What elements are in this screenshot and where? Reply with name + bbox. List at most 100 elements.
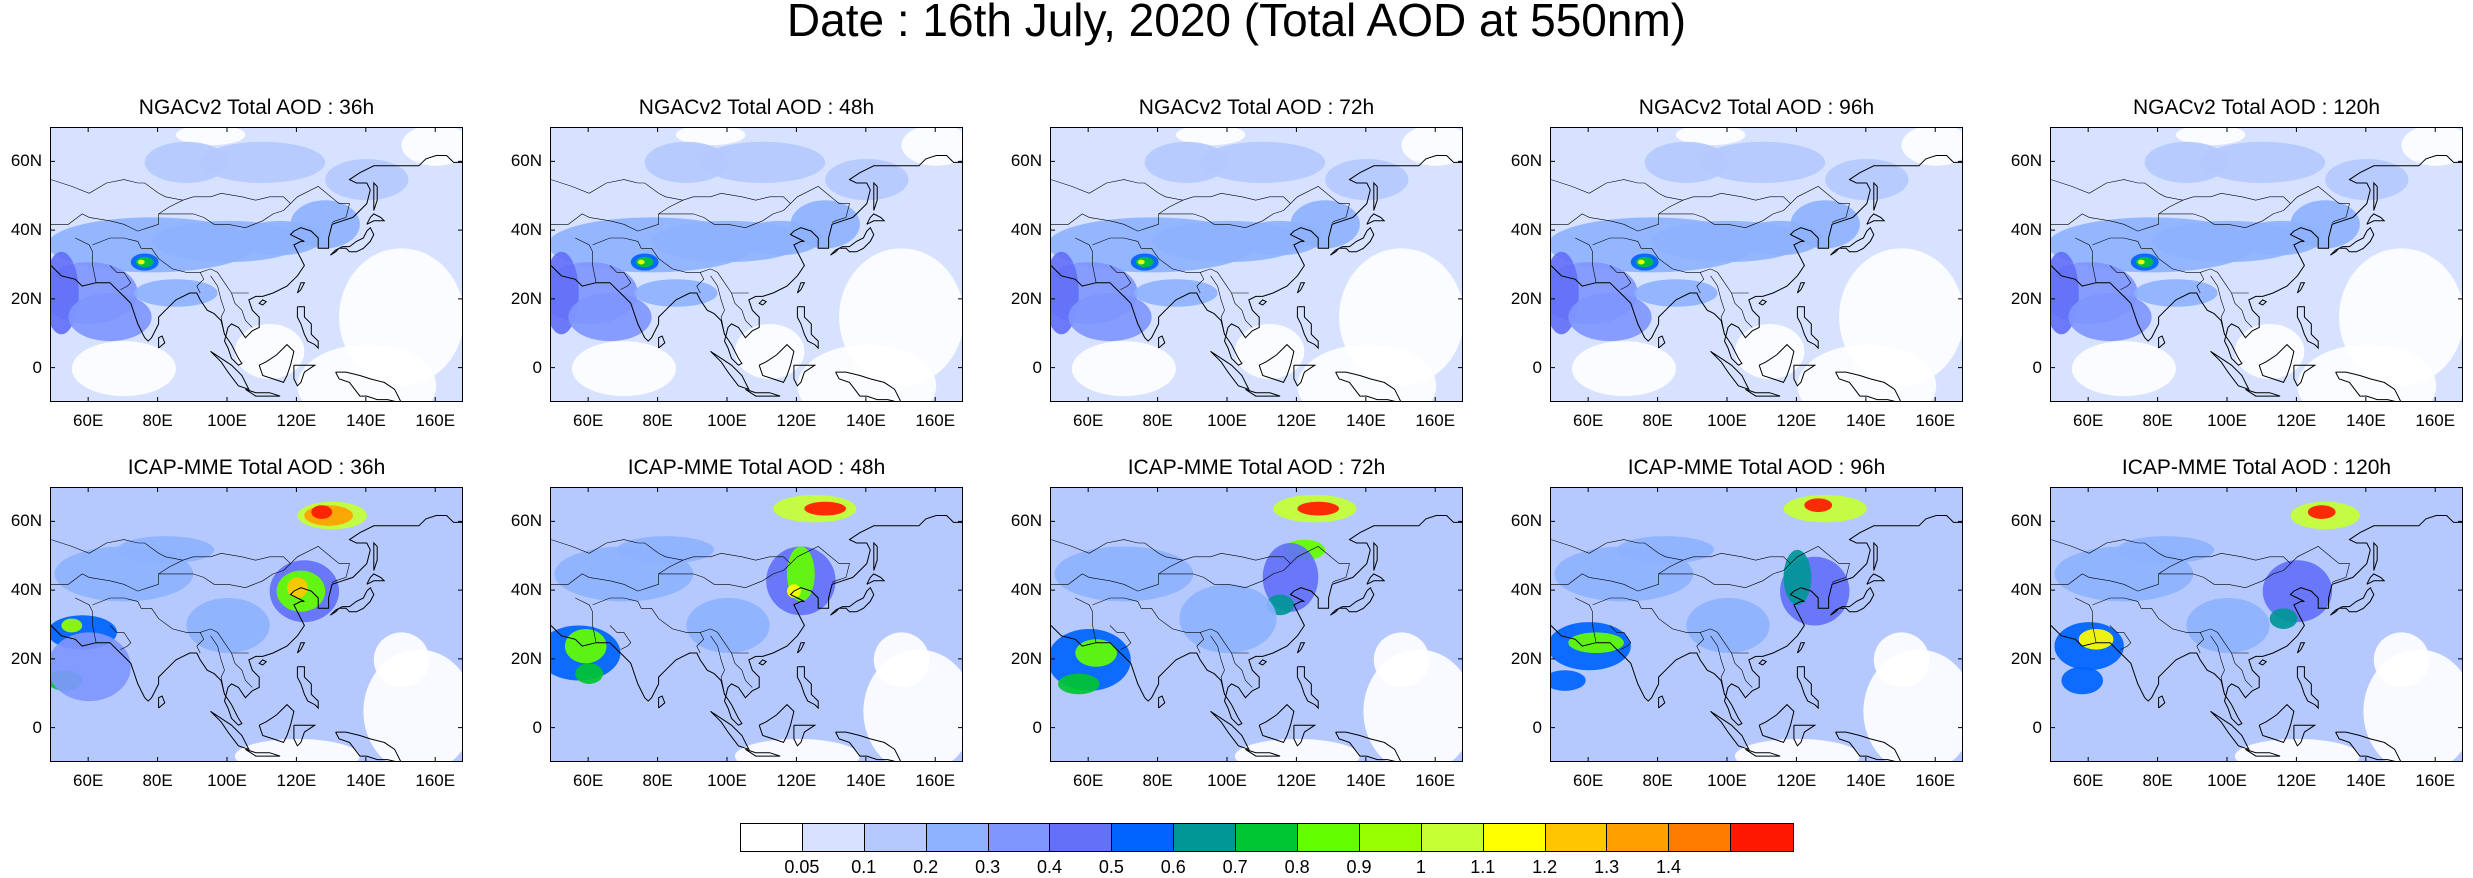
lon-tick-label: 140E	[1345, 771, 1386, 790]
colorbar-label: 1.4	[1655, 857, 1682, 877]
panel-title: ICAP-MME Total AOD : 120h	[2121, 456, 2392, 479]
lon-tick-label: 160E	[1915, 771, 1956, 790]
lon-tick-label: 120E	[2276, 411, 2317, 430]
lon-tick-label: 80E	[642, 411, 673, 430]
colorbar-swatch	[1545, 824, 1608, 851]
lat-tick-label: 20N	[1010, 648, 1042, 668]
lat-tick-label: 60N	[2010, 151, 2042, 171]
axis-ticks	[550, 127, 963, 402]
map-panel: ICAP-MME Total AOD : 48h 60E 80E 100E 120E 14…	[511, 456, 963, 790]
lat-tick-label: 40N	[1510, 220, 1542, 240]
colorbar-label: 0.2	[913, 857, 939, 877]
map-area	[2050, 127, 2463, 402]
panel-title: ICAP-MME Total AOD : 36h	[127, 456, 386, 479]
aod-field	[1551, 128, 1962, 401]
lon-tick-label: 100E	[1707, 411, 1747, 430]
lat-tick-label: 60N	[10, 151, 42, 171]
map-area	[50, 127, 463, 402]
aod-field	[51, 488, 462, 761]
lon-tick-label: 80E	[642, 771, 673, 790]
lon-tick-label: 140E	[2345, 411, 2386, 430]
map-area	[1550, 127, 1963, 402]
map-area	[550, 487, 963, 762]
lat-tick-label: 60N	[1510, 151, 1542, 171]
map-panel: NGACv2 Total AOD : 72h 60E 80E 100E 120E 140E…	[1011, 96, 1463, 430]
lon-tick-label: 60E	[1073, 771, 1104, 790]
lat-tick-label: 20N	[10, 288, 42, 308]
lon-tick-label: 60E	[573, 771, 604, 790]
lon-tick-label: 80E	[1642, 771, 1673, 790]
panel-title: ICAP-MME Total AOD : 96h	[1627, 456, 1886, 479]
colorbar-swatch	[1112, 824, 1175, 851]
colorbar-label: 0.5	[1098, 857, 1124, 877]
lat-tick-label: 60N	[10, 511, 42, 531]
lon-tick-label: 60E	[573, 411, 604, 430]
map-area	[50, 487, 463, 762]
lat-tick-label: 60N	[510, 151, 542, 171]
map-panel: NGACv2 Total AOD : 120h 60E 80E 100E 120E 140…	[2011, 96, 2463, 430]
lon-tick-label: 120E	[1776, 411, 1817, 430]
colorbar-label: 0.4	[1036, 857, 1063, 877]
lon-tick-label: 100E	[707, 411, 747, 430]
colorbar-swatch	[1359, 824, 1422, 851]
lon-tick-label: 60E	[73, 411, 104, 430]
lon-tick-label: 60E	[2073, 411, 2104, 430]
lon-tick-label: 80E	[1142, 771, 1173, 790]
lat-tick-label: 0	[1532, 717, 1542, 737]
lat-tick-label: 20N	[510, 288, 542, 308]
lon-tick-label: 140E	[345, 771, 386, 790]
aod-field	[551, 128, 962, 401]
lon-tick-label: 60E	[73, 771, 104, 790]
lon-tick-label: 160E	[415, 771, 456, 790]
lat-tick-label: 20N	[1010, 288, 1042, 308]
lat-tick-label: 40N	[1510, 580, 1542, 600]
axis-ticks	[50, 487, 463, 762]
colorbar-label: 0.6	[1160, 857, 1186, 877]
lon-tick-label: 160E	[1415, 771, 1456, 790]
lat-tick-label: 60N	[1010, 511, 1042, 531]
lat-tick-label: 40N	[10, 220, 42, 240]
lat-tick-label: 40N	[1010, 220, 1042, 240]
aod-field	[51, 128, 462, 401]
lat-tick-label: 60N	[510, 511, 542, 531]
colorbar-swatch	[1731, 824, 1794, 851]
lon-tick-label: 100E	[707, 771, 747, 790]
colorbar-label: 0.05	[784, 857, 820, 877]
lon-tick-label: 160E	[1415, 411, 1456, 430]
colorbar-swatch	[1236, 824, 1299, 851]
lon-tick-label: 80E	[1642, 411, 1673, 430]
lat-tick-label: 60N	[1010, 151, 1042, 171]
colorbar-swatch	[1298, 824, 1360, 851]
lon-tick-label: 100E	[207, 411, 247, 430]
lat-tick-label: 40N	[2010, 220, 2042, 240]
lon-tick-label: 140E	[1845, 411, 1886, 430]
lat-tick-label: 40N	[510, 220, 542, 240]
lat-tick-label: 40N	[1010, 580, 1042, 600]
map-panel: ICAP-MME Total AOD : 96h 60E 80E 100E 120E 14…	[1511, 456, 1963, 790]
panel-title: NGACv2 Total AOD : 72h	[1138, 96, 1375, 119]
colorbar-label: 1.1	[1470, 857, 1496, 877]
lat-tick-label: 60N	[1510, 511, 1542, 531]
axis-ticks	[1050, 127, 1463, 402]
lat-tick-label: 40N	[510, 580, 542, 600]
lat-tick-label: 40N	[10, 580, 42, 600]
lat-tick-label: 20N	[1510, 288, 1542, 308]
lon-tick-label: 120E	[1276, 771, 1317, 790]
lon-tick-label: 100E	[1207, 411, 1247, 430]
lon-tick-label: 160E	[2415, 771, 2456, 790]
colorbar-swatch	[1421, 824, 1484, 851]
colorbar-swatch	[741, 824, 803, 851]
lat-tick-label: 0	[32, 717, 42, 737]
aod-field	[551, 488, 962, 761]
lat-tick-label: 0	[2032, 717, 2042, 737]
lon-tick-label: 120E	[276, 771, 317, 790]
lon-tick-label: 60E	[1073, 411, 1104, 430]
colorbar-swatch	[988, 824, 1051, 851]
lon-tick-label: 140E	[345, 411, 386, 430]
colorbar	[740, 823, 1795, 852]
lat-tick-label: 40N	[2010, 580, 2042, 600]
lon-tick-label: 120E	[1776, 771, 1817, 790]
colorbar-label: 1.2	[1532, 857, 1558, 877]
map-area	[2050, 487, 2463, 762]
lat-tick-label: 0	[1032, 357, 1042, 377]
